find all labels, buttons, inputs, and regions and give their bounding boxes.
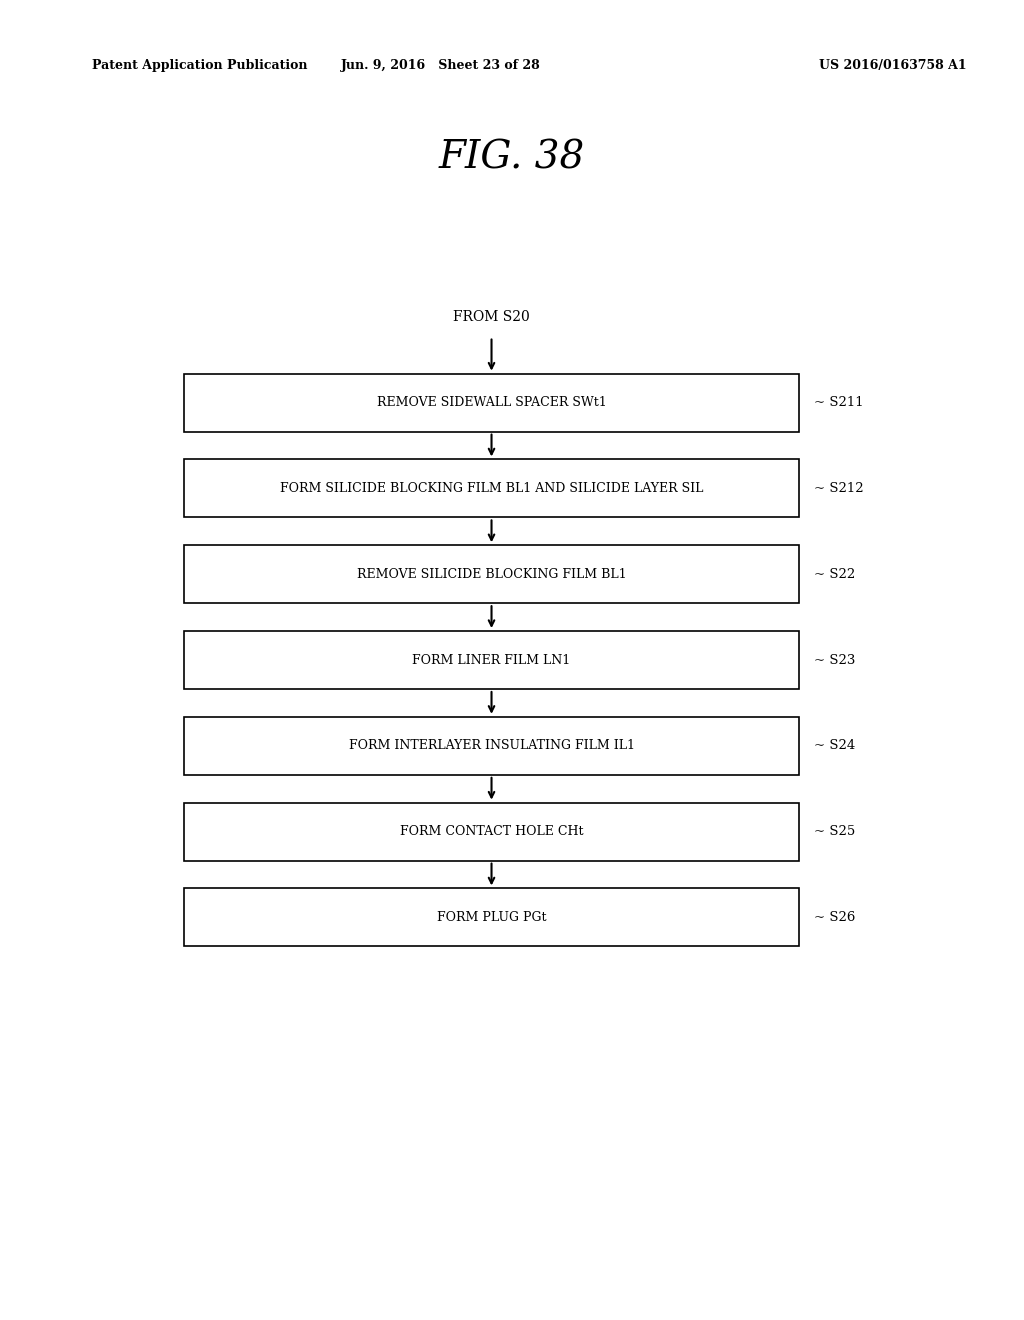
Text: ~ S22: ~ S22 xyxy=(814,568,855,581)
Text: REMOVE SILICIDE BLOCKING FILM BL1: REMOVE SILICIDE BLOCKING FILM BL1 xyxy=(356,568,627,581)
FancyBboxPatch shape xyxy=(184,803,799,861)
Text: ~ S211: ~ S211 xyxy=(814,396,863,409)
Text: FORM LINER FILM LN1: FORM LINER FILM LN1 xyxy=(413,653,570,667)
Text: FORM PLUG PGt: FORM PLUG PGt xyxy=(437,911,546,924)
Text: ~ S23: ~ S23 xyxy=(814,653,855,667)
Text: FROM S20: FROM S20 xyxy=(454,310,529,323)
Text: FIG. 38: FIG. 38 xyxy=(439,140,585,177)
Text: ~ S212: ~ S212 xyxy=(814,482,863,495)
Text: FORM CONTACT HOLE CHt: FORM CONTACT HOLE CHt xyxy=(399,825,584,838)
Text: FORM INTERLAYER INSULATING FILM IL1: FORM INTERLAYER INSULATING FILM IL1 xyxy=(348,739,635,752)
FancyBboxPatch shape xyxy=(184,888,799,946)
FancyBboxPatch shape xyxy=(184,459,799,517)
FancyBboxPatch shape xyxy=(184,717,799,775)
Text: ~ S24: ~ S24 xyxy=(814,739,855,752)
Text: REMOVE SIDEWALL SPACER SWt1: REMOVE SIDEWALL SPACER SWt1 xyxy=(377,396,606,409)
Text: US 2016/0163758 A1: US 2016/0163758 A1 xyxy=(819,59,967,73)
FancyBboxPatch shape xyxy=(184,545,799,603)
Text: FORM SILICIDE BLOCKING FILM BL1 AND SILICIDE LAYER SIL: FORM SILICIDE BLOCKING FILM BL1 AND SILI… xyxy=(280,482,703,495)
Text: Patent Application Publication: Patent Application Publication xyxy=(92,59,307,73)
FancyBboxPatch shape xyxy=(184,631,799,689)
Text: Jun. 9, 2016   Sheet 23 of 28: Jun. 9, 2016 Sheet 23 of 28 xyxy=(340,59,541,73)
Text: ~ S26: ~ S26 xyxy=(814,911,855,924)
Text: ~ S25: ~ S25 xyxy=(814,825,855,838)
FancyBboxPatch shape xyxy=(184,374,799,432)
